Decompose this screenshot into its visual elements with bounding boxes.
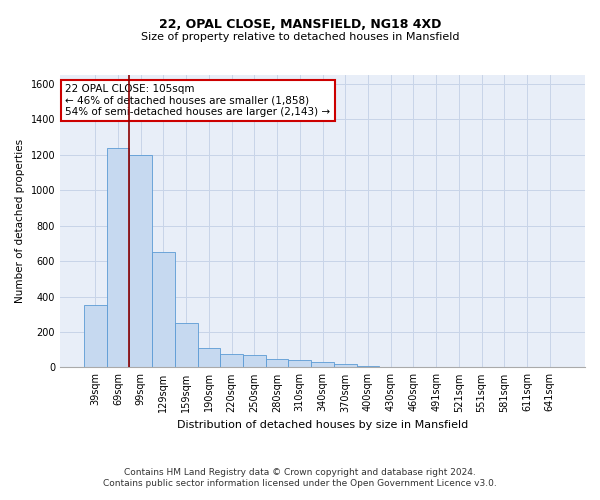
Bar [266, 360, 289, 368]
Bar [243, 355, 266, 368]
Bar [152, 252, 175, 368]
X-axis label: Distribution of detached houses by size in Mansfield: Distribution of detached houses by size … [177, 420, 468, 430]
Text: 22 OPAL CLOSE: 105sqm
← 46% of detached houses are smaller (1,858)
54% of semi-d: 22 OPAL CLOSE: 105sqm ← 46% of detached … [65, 84, 331, 117]
Bar [289, 360, 311, 368]
Bar [175, 323, 197, 368]
Text: Contains HM Land Registry data © Crown copyright and database right 2024.
Contai: Contains HM Land Registry data © Crown c… [103, 468, 497, 487]
Y-axis label: Number of detached properties: Number of detached properties [15, 139, 25, 304]
Bar [84, 306, 107, 368]
Bar [107, 148, 130, 368]
Bar [197, 348, 220, 368]
Bar [334, 364, 356, 368]
Bar [356, 366, 379, 368]
Text: Size of property relative to detached houses in Mansfield: Size of property relative to detached ho… [141, 32, 459, 42]
Bar [130, 155, 152, 368]
Bar [220, 354, 243, 368]
Text: 22, OPAL CLOSE, MANSFIELD, NG18 4XD: 22, OPAL CLOSE, MANSFIELD, NG18 4XD [159, 18, 441, 30]
Bar [311, 362, 334, 368]
